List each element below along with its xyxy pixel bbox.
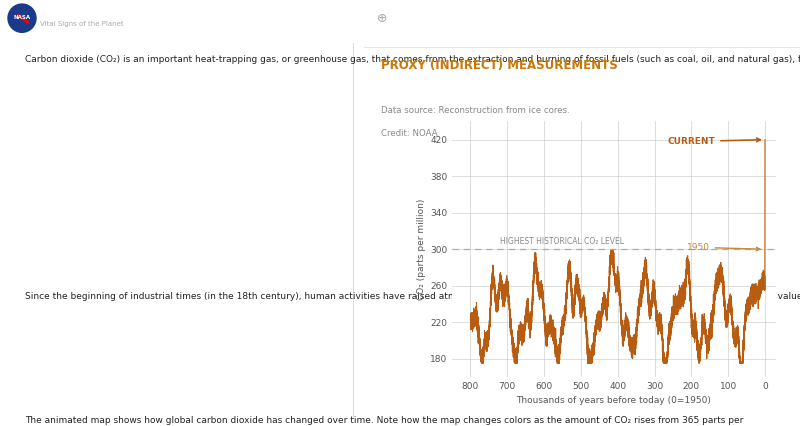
- Text: NEWS: NEWS: [459, 14, 485, 23]
- Text: HIGHEST HISTORICAL CO₂ LEVEL: HIGHEST HISTORICAL CO₂ LEVEL: [500, 237, 624, 246]
- Circle shape: [8, 4, 36, 32]
- Text: Since the beginning of industrial times (in the 18th century), human activities : Since the beginning of industrial times …: [26, 292, 800, 301]
- Text: Data source: Reconstruction from ice cores.: Data source: Reconstruction from ice cor…: [382, 106, 570, 115]
- Text: ⊕: ⊕: [377, 12, 387, 25]
- Text: SOLUTIONS: SOLUTIONS: [491, 14, 541, 23]
- Text: NASA SCIENCE: NASA SCIENCE: [586, 14, 648, 23]
- Text: Carbon dioxide (CO₂) is an important heat-trapping gas, or greenhouse gas, that : Carbon dioxide (CO₂) is an important hea…: [26, 55, 800, 64]
- Text: Credit: NOAA: Credit: NOAA: [382, 129, 438, 138]
- Y-axis label: CO₂ (parts per million): CO₂ (parts per million): [417, 199, 426, 300]
- Text: FACTS: FACTS: [417, 14, 443, 23]
- FancyArrowPatch shape: [18, 15, 28, 23]
- Text: GLOBAL CLIMATE CHANGE: GLOBAL CLIMATE CHANGE: [40, 9, 172, 17]
- Text: MORE: MORE: [659, 14, 685, 23]
- Text: PROXY (INDIRECT) MEASUREMENTS: PROXY (INDIRECT) MEASUREMENTS: [382, 59, 618, 72]
- Text: CURRENT: CURRENT: [667, 137, 760, 146]
- Text: The animated map shows how global carbon dioxide has changed over time. Note how: The animated map shows how global carbon…: [26, 416, 744, 425]
- X-axis label: Thousands of years before today (0=1950): Thousands of years before today (0=1950): [517, 397, 711, 406]
- Text: Vital Signs of the Planet: Vital Signs of the Planet: [40, 21, 124, 27]
- Text: NASA: NASA: [14, 14, 30, 20]
- Text: 1950: 1950: [686, 243, 760, 252]
- Text: EXPLORE: EXPLORE: [545, 14, 583, 23]
